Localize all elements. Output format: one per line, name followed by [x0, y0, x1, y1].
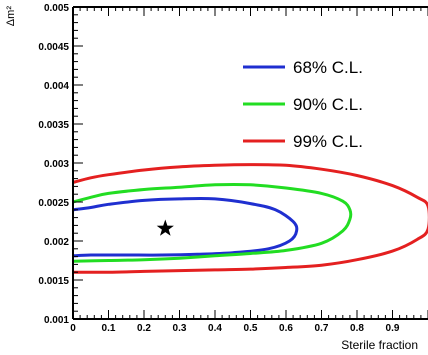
legend-label-1: 68% C.L. [293, 58, 363, 77]
x-tick-label: 0.5 [244, 323, 258, 334]
x-tick-label: 0.2 [137, 323, 151, 334]
x-tick-label: 0.4 [208, 323, 222, 334]
y-tick-label: 0.0045 [38, 42, 69, 53]
legend-label-2: 90% C.L. [293, 95, 363, 114]
legend-label-3: 99% C.L. [293, 132, 363, 151]
y-tick-labels: 0.001 0.0015 0.002 0.0025 0.003 0.0035 0.004 0.… [38, 3, 69, 326]
x-tick-label: 0.9 [386, 323, 400, 334]
y-tick-label: 0.0025 [38, 198, 69, 209]
y-tick-label: 0.003 [44, 159, 69, 170]
y-tick-label: 0.004 [44, 81, 69, 92]
y-tick-label: 0.0035 [38, 120, 69, 131]
x-tick-label: 0.8 [350, 323, 364, 334]
x-tick-label: 0 [70, 323, 76, 334]
y-axis-title: Δm² [5, 6, 17, 27]
x-tick-label: 0.3 [173, 323, 187, 334]
x-tick-label: 0.7 [315, 323, 329, 334]
x-tick-label: 0.1 [102, 323, 116, 334]
x-tick-label: 0.6 [279, 323, 293, 334]
y-tick-label: 0.005 [44, 3, 69, 14]
y-tick-label: 0.001 [44, 315, 69, 326]
y-tick-label: 0.002 [44, 237, 69, 248]
y-tick-label: 0.0015 [38, 276, 69, 287]
x-axis-title: Sterile fraction [341, 338, 418, 352]
